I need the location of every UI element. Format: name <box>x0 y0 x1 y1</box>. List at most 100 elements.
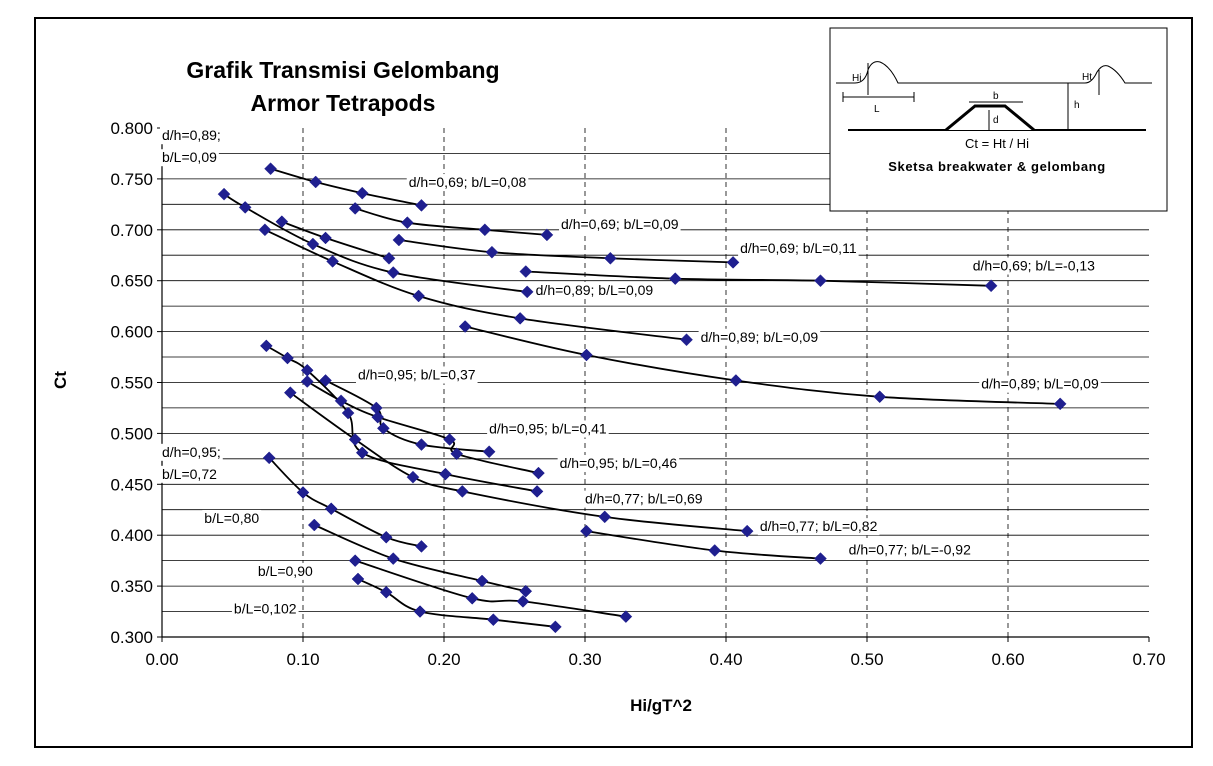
data-point <box>355 446 369 460</box>
annotation-background <box>160 443 223 461</box>
x-tick-label: 0.20 <box>427 650 460 669</box>
annotation-label: b/L=0,80 <box>204 510 259 526</box>
data-point <box>458 320 472 333</box>
data-point <box>984 279 998 293</box>
data-point <box>386 552 400 565</box>
inset-label-l: L <box>874 104 880 115</box>
data-point <box>262 451 276 465</box>
annotation-label: d/h=0,69; b/L=-0,13 <box>973 258 1095 274</box>
data-point <box>708 544 722 557</box>
data-point <box>348 202 362 215</box>
series-line-4 <box>525 270 992 287</box>
data-point <box>319 231 332 245</box>
series-line-3 <box>398 239 734 264</box>
data-point <box>351 572 365 586</box>
data-point <box>485 245 499 259</box>
data-point <box>238 201 252 214</box>
data-point <box>726 256 740 269</box>
data-point <box>465 591 479 605</box>
data-point <box>324 502 338 516</box>
annotation-label: d/h=0,89; b/L=0,09 <box>981 376 1099 392</box>
data-point <box>379 585 393 599</box>
x-tick-label: 0.00 <box>145 650 178 669</box>
annotation-background <box>255 562 315 580</box>
data-point <box>415 438 428 451</box>
series-line-15 <box>354 559 627 618</box>
x-tick-label: 0.30 <box>568 650 601 669</box>
annotation-background <box>533 281 656 299</box>
y-tick-label: 0.300 <box>110 628 153 647</box>
data-point <box>259 339 273 353</box>
data-point <box>873 390 887 404</box>
data-point <box>412 289 425 303</box>
annotation-background <box>557 455 680 473</box>
annotation-background <box>487 420 609 438</box>
series-line-1 <box>270 167 422 207</box>
data-point <box>580 348 593 362</box>
annotation-background <box>202 509 262 527</box>
annotation-background <box>406 174 529 192</box>
data-point <box>455 485 469 498</box>
annotation-label: d/h=0,77; b/L=-0,92 <box>849 542 971 558</box>
data-point <box>580 524 593 538</box>
annotation-label: d/h=0,95; b/L=0,46 <box>560 455 678 471</box>
series-line-2 <box>354 207 547 236</box>
y-tick-label: 0.650 <box>110 272 153 291</box>
annotation-background <box>160 149 219 167</box>
data-point <box>680 333 693 347</box>
inset-label-b: b <box>993 91 999 102</box>
annotation-label: b/L=0,72 <box>162 466 217 482</box>
y-tick-label: 0.550 <box>110 374 153 393</box>
data-point <box>450 447 464 461</box>
inset-breakwater <box>945 104 1035 132</box>
x-axis-ticks: 0.00 0.10 0.20 0.30 0.40 0.50 0.60 0.70 <box>145 637 1166 669</box>
data-point <box>814 274 827 288</box>
data-point <box>415 199 428 212</box>
inset-label-hi: Hi <box>852 73 861 84</box>
x-tick-label: 0.70 <box>1132 650 1165 669</box>
annotation-labels: d/h=0,89; b/L=0,09 d/h=0,69; b/L=0,08 d/h=0… <box>160 127 1101 618</box>
y-tick-label: 0.750 <box>110 170 153 189</box>
data-point <box>532 466 545 480</box>
inset-label-ht: Ht <box>1082 72 1092 83</box>
data-point <box>520 285 534 299</box>
y-axis-label: Ct <box>51 371 70 389</box>
data-point <box>377 421 390 435</box>
inset-formula: Ct = Ht / Hi <box>965 136 1029 151</box>
data-point <box>275 215 289 229</box>
annotation-label: d/h=0,69; b/L=0,08 <box>409 174 527 190</box>
x-tick-label: 0.10 <box>286 650 319 669</box>
annotation-label: d/h=0,77; b/L=0,69 <box>585 491 703 507</box>
data-point <box>355 186 369 200</box>
inset-label-h: h <box>1074 100 1080 111</box>
data-point <box>619 610 633 623</box>
data-point <box>258 223 272 237</box>
data-point <box>406 470 420 484</box>
data-point <box>348 554 362 568</box>
series-line-14 <box>313 524 527 593</box>
data-point <box>281 351 294 365</box>
annotation-background <box>970 257 1097 275</box>
data-point <box>516 595 530 608</box>
data-point <box>604 251 617 265</box>
data-point <box>549 620 562 634</box>
data-point <box>443 433 456 446</box>
y-tick-label: 0.450 <box>110 475 153 494</box>
annotation-label: d/h=0,95; b/L=0,37 <box>358 366 476 382</box>
y-tick-label: 0.600 <box>110 323 153 342</box>
data-point <box>415 540 428 553</box>
data-point <box>400 216 414 230</box>
data-point <box>478 223 492 237</box>
annotation-label: d/h=0,69; b/L=0,11 <box>740 240 857 256</box>
data-point <box>598 510 612 524</box>
series-markers <box>217 162 1067 634</box>
data-point <box>300 375 314 388</box>
plot-area: 0.300 0.350 0.400 0.450 0.500 0.550 0.600 0.650… <box>110 119 1165 669</box>
data-point <box>482 445 496 459</box>
data-point <box>439 467 452 481</box>
annotation-background <box>846 541 973 559</box>
data-point <box>540 228 554 242</box>
x-axis-label: Hi/gT^2 <box>630 696 692 715</box>
inset-caption: Sketsa breakwater & gelombang <box>888 159 1106 174</box>
annotation-label: b/L=0,102 <box>234 601 297 617</box>
